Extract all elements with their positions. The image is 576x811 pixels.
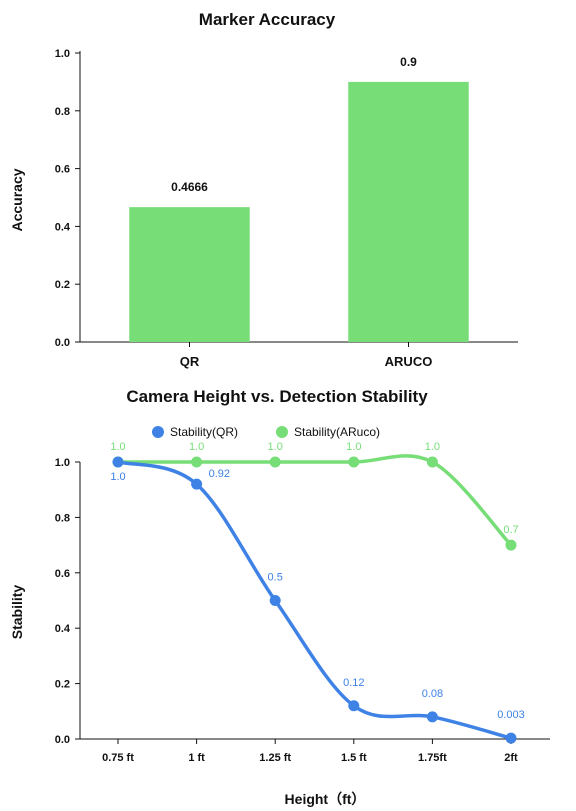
- bar-category-label: ARUCO: [385, 354, 433, 369]
- line-x-tick-label: 1.75ft: [418, 752, 447, 764]
- line-y-tick-label: 0.8: [55, 512, 70, 524]
- line-x-tick-label: 1.5 ft: [341, 752, 367, 764]
- data-label: 1.0: [268, 441, 283, 453]
- series-line-0: [116, 460, 513, 740]
- data-label: 0.5: [268, 572, 283, 584]
- legend-marker: [152, 426, 164, 438]
- line-chart-xlabel: Height（ft）: [285, 791, 366, 807]
- legend-label: Stability(QR): [170, 425, 238, 439]
- line-y-tick-label: 0.4: [55, 623, 71, 635]
- series-point: [191, 456, 203, 468]
- series-point: [112, 456, 124, 468]
- data-label: 0.08: [422, 688, 443, 700]
- bar-category-label: QR: [180, 354, 200, 369]
- line-chart-legend: Stability(QR) Stability(ARuco): [152, 425, 380, 439]
- line-y-tick-label: 0.0: [55, 734, 70, 746]
- series-point: [191, 478, 203, 490]
- bar-y-tick-label: 0.2: [55, 279, 70, 291]
- line-chart: 0.0 0.2 0.4 0.6 0.8 1.0 0.75 ft 1 ft 1.25 ft 1.5 …: [55, 441, 550, 764]
- data-label: 1.0: [346, 441, 361, 453]
- line-x-tick-label: 0.75 ft: [102, 752, 134, 764]
- bar-qr: [129, 207, 250, 342]
- line-x-tick-label: 1 ft: [188, 752, 205, 764]
- data-label: 1.0: [189, 441, 204, 453]
- bar-y-tick-label: 1.0: [55, 48, 70, 60]
- series-line-1: [116, 454, 513, 547]
- line-x-tick-label: 1.25 ft: [259, 752, 291, 764]
- series-point: [348, 700, 360, 712]
- legend-marker: [276, 426, 288, 438]
- line-chart-title: Camera Height vs. Detection Stability: [126, 387, 428, 406]
- line-y-tick-label: 0.2: [55, 679, 70, 691]
- line-y-tick-label: 1.0: [55, 457, 70, 469]
- bar-value-label: 0.9: [400, 55, 417, 69]
- data-label: 0.003: [497, 709, 525, 721]
- series-point: [269, 595, 281, 606]
- bar-y-tick-label: 0.8: [55, 106, 70, 118]
- series-point: [426, 711, 438, 723]
- bar-chart: 0.0 0.2 0.4 0.6 0.8 1.0 0.4666 QR 0.9 ARUCO: [55, 48, 518, 369]
- series-point: [505, 732, 517, 744]
- series-point: [426, 456, 438, 468]
- bar-chart-ylabel: Accuracy: [9, 168, 25, 231]
- data-label: 0.7: [503, 524, 518, 536]
- data-label: 1.0: [110, 471, 125, 483]
- data-label: 0.92: [209, 468, 230, 480]
- bar-chart-title: Marker Accuracy: [199, 10, 336, 29]
- data-label: 1.0: [425, 441, 440, 453]
- line-x-tick-label: 2ft: [504, 752, 518, 764]
- series-point: [348, 456, 360, 468]
- data-label: 1.0: [110, 441, 125, 453]
- line-y-tick-label: 0.6: [55, 568, 70, 580]
- legend-label: Stability(ARuco): [294, 425, 380, 439]
- bar-y-tick-label: 0.4: [55, 221, 71, 233]
- bar-y-tick-label: 0.6: [55, 164, 70, 176]
- bar-aruco: [348, 81, 469, 343]
- series-point: [505, 539, 517, 551]
- line-chart-ylabel: Stability: [9, 585, 25, 640]
- bar-y-tick-label: 0.0: [55, 337, 70, 349]
- series-point: [269, 456, 281, 468]
- data-label: 0.12: [343, 677, 364, 689]
- bar-value-label: 0.4666: [171, 180, 208, 194]
